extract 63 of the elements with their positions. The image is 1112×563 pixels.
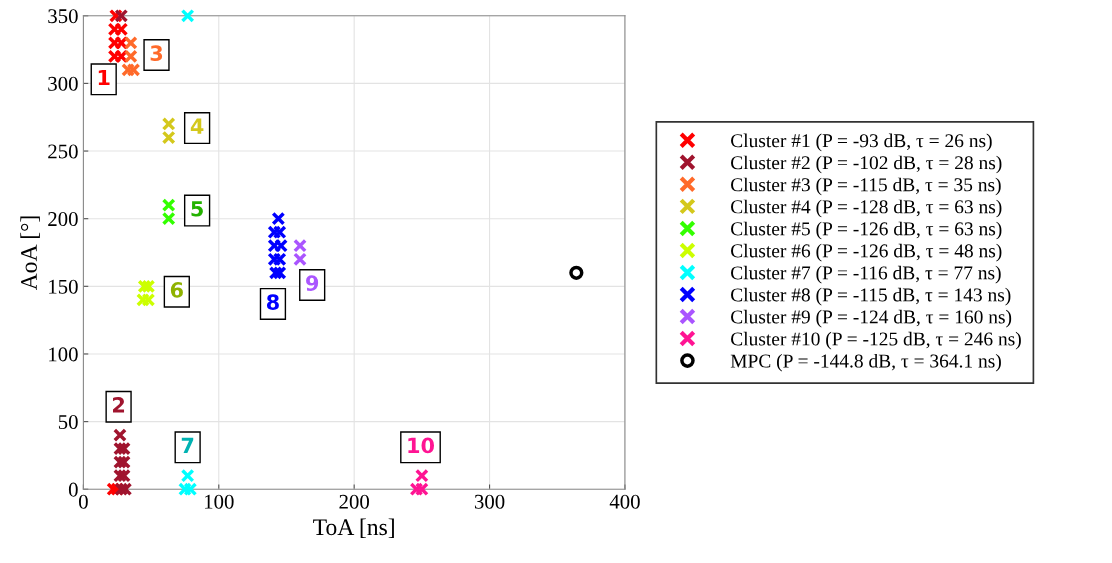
point <box>114 482 129 497</box>
point <box>272 265 287 280</box>
annotation: 10 <box>408 437 435 454</box>
point <box>180 468 195 483</box>
y-tick-label: 50 <box>58 414 78 430</box>
x-tick-label: 100 <box>204 494 234 509</box>
point <box>113 441 127 456</box>
x-tick-label: 200 <box>339 494 369 509</box>
point <box>113 428 127 443</box>
point <box>414 468 429 483</box>
point <box>293 238 307 253</box>
y-tick-label: 300 <box>48 76 78 91</box>
point <box>268 265 283 280</box>
y-tick-label: 200 <box>48 212 78 227</box>
point <box>117 455 131 470</box>
point <box>161 198 176 213</box>
annotation: 5 <box>191 201 203 217</box>
legend-label: Cluster #6 (P = -126 dB, τ = 48 ns) <box>731 243 1002 262</box>
annotation: 3 <box>150 45 163 62</box>
point <box>137 279 152 294</box>
point <box>118 482 133 497</box>
legend-label: Cluster #8 (P = -115 dB, τ = 143 ns) <box>731 287 1011 306</box>
legend-label: Cluster #9 (P = -124 dB, τ = 160 ns) <box>731 309 1012 328</box>
point <box>180 8 195 23</box>
annotation: 4 <box>190 118 204 134</box>
point <box>293 252 307 267</box>
legend-label: Cluster #5 (P = -126 dB, τ = 63 ns) <box>731 221 1002 240</box>
point <box>271 211 286 226</box>
y-tick-label: 350 <box>48 9 78 24</box>
y-tick-label: 100 <box>49 347 78 362</box>
legend-label: Cluster #3 (P = -115 dB, τ = 35 ns) <box>731 177 1001 196</box>
point <box>141 279 156 294</box>
y-tick-label: 150 <box>49 279 78 294</box>
legend-label: Cluster #1 (P = -93 dB, τ = 26 ns) <box>731 133 992 152</box>
annotation: 6 <box>170 282 183 298</box>
annotation: 7 <box>181 437 194 454</box>
legend-label: MPC (P = -144.8 dB, τ = 364.1 ns) <box>730 353 1001 372</box>
annotation: 8 <box>266 294 279 310</box>
point <box>123 35 138 50</box>
legend-label: Cluster #7 (P = -116 dB, τ = 77 ns) <box>731 265 1001 284</box>
point <box>123 49 138 64</box>
y-tick-label: 0 <box>68 482 78 497</box>
legend-label: Cluster #4 (P = -128 dB, τ = 63 ns) <box>731 199 1002 218</box>
point <box>113 455 127 470</box>
y-axis-title: AoA [°] <box>20 216 40 291</box>
point <box>569 265 584 280</box>
point <box>117 441 131 456</box>
point <box>161 130 176 145</box>
point <box>113 468 127 483</box>
annotation: 9 <box>306 275 319 292</box>
x-axis-title: ToA [ns] <box>313 518 394 539</box>
x-tick-label: 0 <box>78 494 88 509</box>
annotation: 2 <box>113 397 125 413</box>
point <box>117 468 131 483</box>
legend-label: Cluster #2 (P = -102 dB, τ = 28 ns) <box>731 155 1002 174</box>
point <box>114 8 129 23</box>
point <box>161 211 176 226</box>
y-tick-label: 250 <box>48 144 78 159</box>
x-tick-label: 300 <box>474 494 505 509</box>
legend-label: Cluster #10 (P = -125 dB, τ = 246 ns) <box>731 331 1021 350</box>
annotation: 1 <box>98 69 110 86</box>
x-tick-label: 400 <box>609 494 640 509</box>
point <box>161 117 176 131</box>
